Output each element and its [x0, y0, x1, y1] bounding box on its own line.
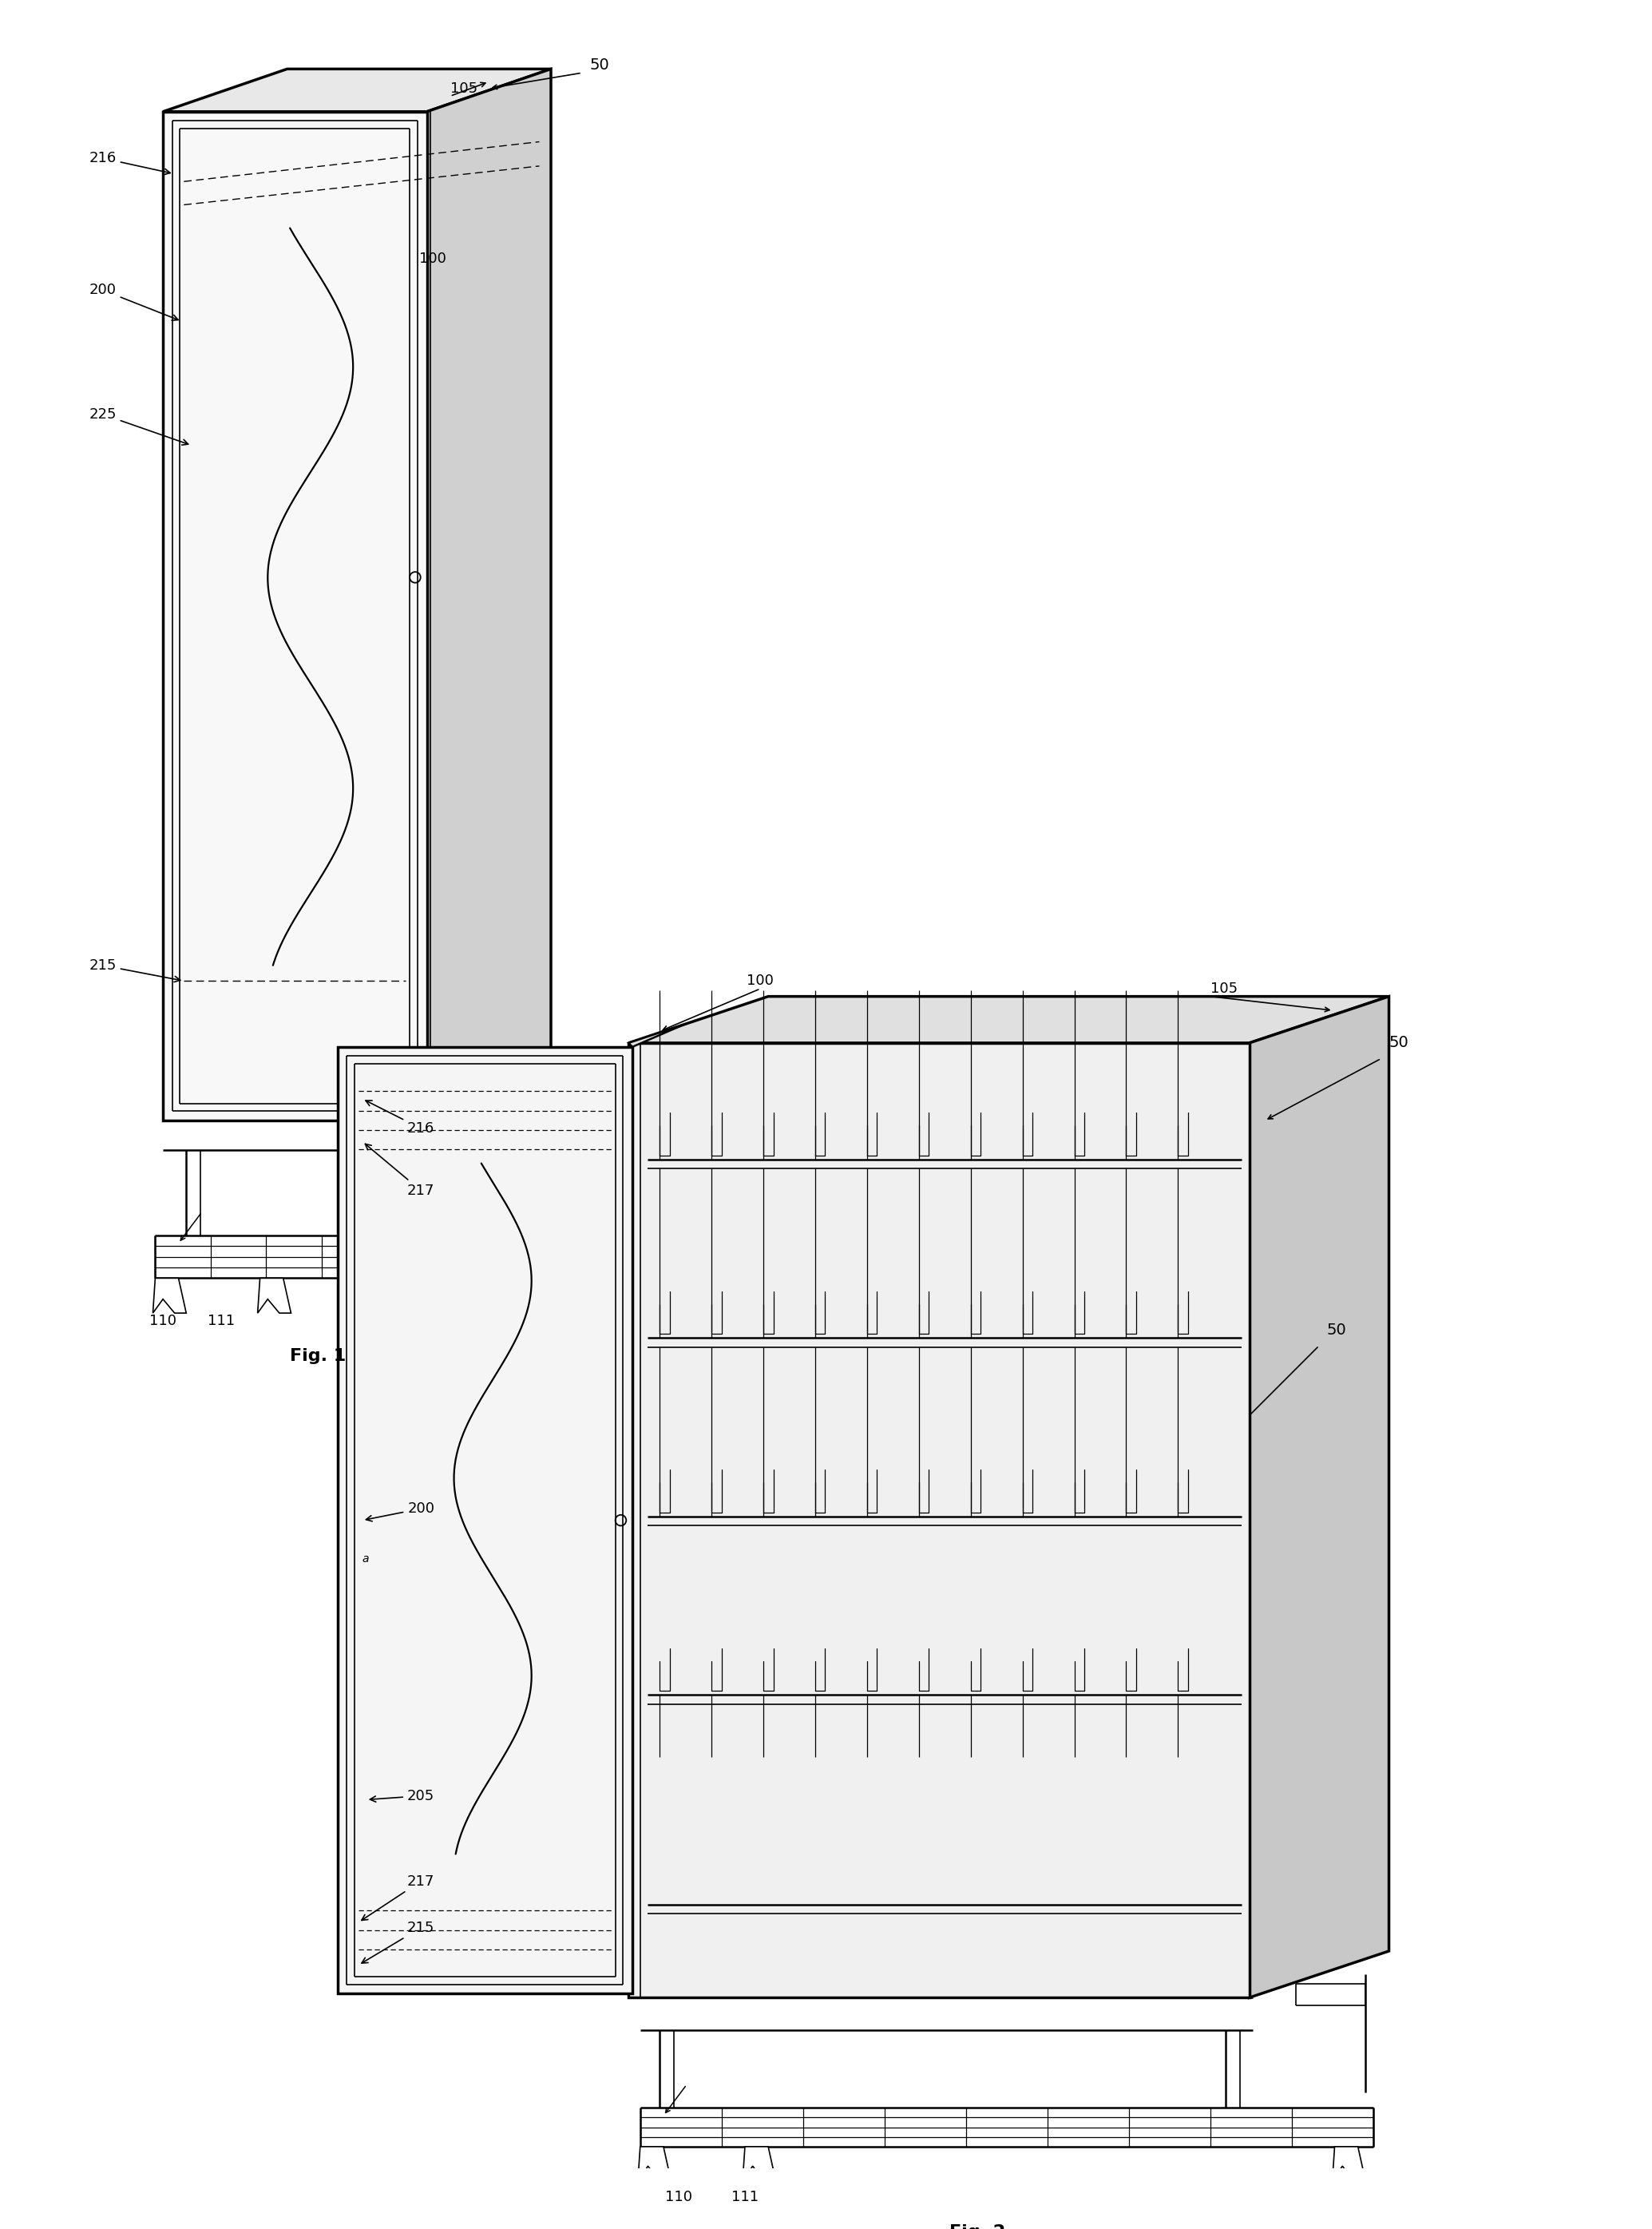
Text: 215: 215 [362, 1921, 434, 1964]
Polygon shape [628, 1043, 1249, 1997]
Text: Fig. 1: Fig. 1 [291, 1349, 347, 1364]
Text: 111: 111 [208, 1313, 235, 1328]
Polygon shape [638, 2147, 671, 2182]
Text: 105: 105 [1211, 981, 1237, 996]
Text: a: a [362, 1554, 368, 1565]
Text: 217: 217 [362, 1875, 434, 1921]
Text: 200: 200 [89, 283, 178, 321]
Polygon shape [164, 111, 426, 1121]
Text: 200: 200 [367, 1502, 434, 1520]
Polygon shape [517, 1277, 550, 1313]
Polygon shape [337, 1048, 633, 1993]
Text: 50: 50 [1389, 1036, 1409, 1050]
Polygon shape [1249, 996, 1389, 1997]
Polygon shape [743, 2147, 776, 2182]
Polygon shape [628, 1025, 684, 1048]
Text: 100: 100 [747, 974, 773, 987]
Text: 217: 217 [365, 1143, 434, 1197]
Text: 100: 100 [420, 252, 446, 265]
Polygon shape [164, 69, 550, 111]
Polygon shape [1332, 2147, 1366, 2182]
Text: 110: 110 [666, 2189, 692, 2204]
Text: 225: 225 [89, 408, 188, 446]
Text: 110: 110 [149, 1313, 177, 1328]
Text: 216: 216 [89, 152, 170, 174]
Text: 216: 216 [365, 1101, 434, 1135]
Polygon shape [258, 1277, 291, 1313]
Text: 50: 50 [590, 58, 610, 74]
Text: 215: 215 [89, 958, 180, 983]
Text: 205: 205 [370, 1788, 434, 1803]
Polygon shape [628, 996, 1389, 1043]
Polygon shape [154, 1277, 187, 1313]
Polygon shape [413, 1277, 446, 1313]
Text: 50: 50 [1327, 1322, 1346, 1337]
Text: 111: 111 [732, 2189, 758, 2204]
Text: 105: 105 [449, 80, 477, 96]
Polygon shape [426, 69, 550, 1121]
Text: Fig. 2: Fig. 2 [950, 2225, 1006, 2229]
